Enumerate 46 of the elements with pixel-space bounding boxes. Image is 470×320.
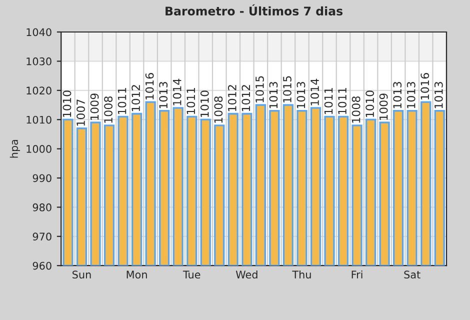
data-label: 1015	[256, 76, 264, 102]
data-label: 1016	[145, 73, 154, 100]
y-axis-title: hpa	[10, 140, 20, 158]
x-tick-label: Sat	[404, 270, 420, 279]
data-label: 1010	[200, 90, 209, 117]
data-label: 1014	[172, 78, 182, 106]
data-label: 1008	[104, 96, 112, 123]
y-tick-label: 960	[32, 262, 52, 270]
y-tick-label: 980	[32, 203, 52, 212]
y-tick-label: 970	[32, 232, 52, 241]
x-tick-label: Tue	[182, 270, 200, 279]
data-label: 1007	[76, 100, 85, 126]
data-label: 1011	[118, 88, 126, 114]
data-label: 1010	[366, 90, 374, 117]
data-label: 1012	[228, 85, 236, 112]
data-label: 1013	[159, 82, 168, 108]
x-tick-label: Thu	[292, 270, 311, 279]
data-label: 1008	[214, 96, 223, 123]
y-tick-label: 1020	[26, 86, 52, 95]
data-label: 1013	[296, 82, 306, 108]
data-label: 1011	[338, 88, 346, 114]
data-label: 1016	[420, 73, 430, 100]
x-tick-label: Wed	[236, 270, 258, 279]
x-tick-label: Sun	[72, 270, 91, 279]
data-label: 1011	[324, 88, 333, 114]
x-tick-label: Fri	[352, 270, 362, 278]
data-label: 1008	[352, 96, 360, 123]
x-tick-label: Mon	[126, 270, 147, 279]
y-tick-label: 1000	[26, 145, 52, 153]
chart-title: Barometro - Últimos 7 dias	[166, 4, 343, 16]
data-label: 1009	[90, 94, 99, 120]
data-label: 1011	[186, 88, 196, 114]
data-label: 1013	[393, 82, 402, 108]
data-label: 1009	[379, 94, 388, 120]
data-label: 1015	[283, 76, 292, 102]
data-label: 1013	[434, 82, 443, 108]
y-tick-label: 1010	[26, 116, 52, 124]
y-tick-label: 990	[32, 174, 52, 182]
data-label: 1014	[310, 78, 319, 106]
data-label: 1013	[406, 82, 416, 108]
y-tick-label: 1040	[26, 28, 52, 36]
y-tick-label: 1030	[26, 57, 52, 66]
data-label: 1012	[132, 85, 140, 112]
data-label: 1013	[269, 82, 278, 108]
data-label: 1012	[242, 85, 250, 112]
data-label: 1010	[62, 90, 72, 117]
